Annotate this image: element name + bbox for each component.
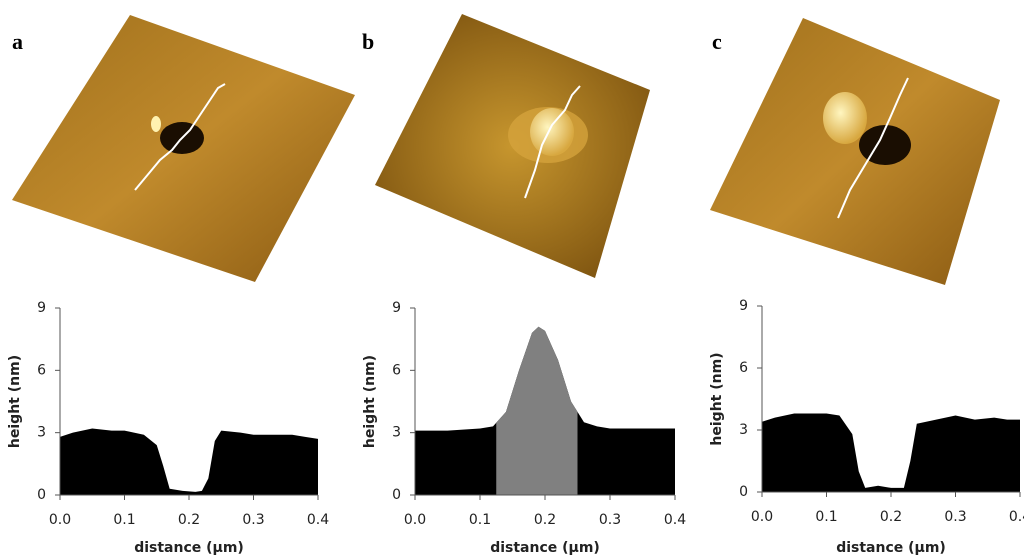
y-tick-label: 9 bbox=[392, 300, 401, 316]
y-axis-label: height (nm) bbox=[7, 355, 23, 448]
x-tick-label: 0.0 bbox=[49, 512, 71, 528]
y-tick-label: 3 bbox=[37, 425, 46, 441]
highlight-region bbox=[496, 326, 578, 495]
y-tick-label: 0 bbox=[37, 487, 46, 503]
x-tick-label: 0.4 bbox=[664, 512, 686, 528]
y-tick-label: 6 bbox=[392, 362, 401, 378]
x-tick-label: 0.2 bbox=[178, 512, 200, 528]
y-tick-label: 6 bbox=[37, 362, 46, 378]
panel-label: b bbox=[362, 29, 374, 54]
y-tick-label: 3 bbox=[392, 425, 401, 441]
afm-image bbox=[12, 15, 355, 282]
x-tick-label: 0.4 bbox=[1009, 509, 1024, 525]
afm-image bbox=[710, 18, 1000, 285]
x-tick-label: 0.1 bbox=[815, 509, 837, 525]
x-axis-label: distance (µm) bbox=[836, 540, 946, 556]
panel-label: c bbox=[712, 29, 722, 54]
x-tick-label: 0.0 bbox=[404, 512, 426, 528]
x-tick-label: 0.1 bbox=[113, 512, 135, 528]
x-tick-label: 0.2 bbox=[880, 509, 902, 525]
y-tick-label: 0 bbox=[739, 484, 748, 500]
x-tick-label: 0.2 bbox=[534, 512, 556, 528]
y-tick-label: 0 bbox=[392, 487, 401, 503]
afm-image bbox=[375, 14, 650, 278]
x-axis-label: distance (µm) bbox=[134, 540, 244, 556]
x-tick-label: 0.3 bbox=[599, 512, 621, 528]
x-tick-label: 0.0 bbox=[751, 509, 773, 525]
area bbox=[60, 428, 318, 495]
y-tick-label: 3 bbox=[739, 422, 748, 438]
x-tick-label: 0.3 bbox=[944, 509, 966, 525]
x-axis-label: distance (µm) bbox=[490, 540, 600, 556]
y-axis-label: height (nm) bbox=[709, 352, 725, 445]
y-axis-label: height (nm) bbox=[362, 355, 378, 448]
panel-label: a bbox=[12, 29, 23, 54]
y-tick-label: 9 bbox=[739, 298, 748, 314]
y-tick-label: 9 bbox=[37, 300, 46, 316]
x-tick-label: 0.3 bbox=[242, 512, 264, 528]
x-tick-label: 0.1 bbox=[469, 512, 491, 528]
area bbox=[762, 413, 1020, 492]
x-tick-label: 0.4 bbox=[307, 512, 329, 528]
y-tick-label: 6 bbox=[739, 360, 748, 376]
